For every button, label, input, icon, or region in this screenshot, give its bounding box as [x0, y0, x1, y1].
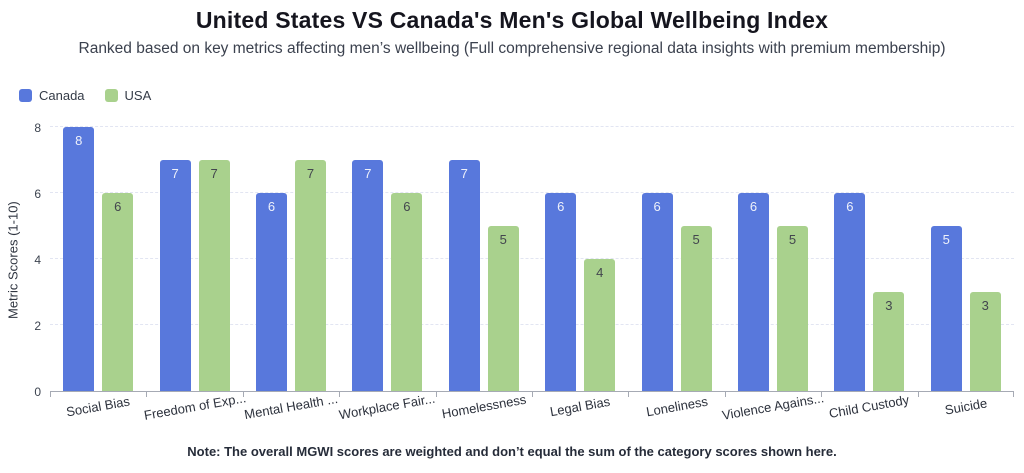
bar-canada-8 [738, 193, 769, 391]
x-tick-mark [339, 391, 341, 397]
legend-item-canada: Canada [19, 88, 85, 103]
x-axis-label-text: Suicide [943, 395, 989, 418]
x-tick-mark [435, 391, 437, 397]
x-tick-mark [532, 391, 533, 397]
y-tick-label-4: 4 [34, 253, 41, 267]
bar-canada-5 [448, 160, 480, 391]
x-axis-label-1: Social Bias [65, 394, 131, 420]
x-axis-label-text: Legal Bias [548, 393, 612, 420]
x-axis-label-4: Workplace Fair... [338, 391, 436, 423]
bar-usa-9 [873, 292, 905, 391]
chart-subtitle: Ranked based on key metrics affecting me… [78, 40, 946, 57]
bar-canada-6 [545, 193, 577, 391]
bar-value-label: 6 [403, 199, 411, 214]
bar-usa-6 [584, 259, 616, 391]
legend-label-canada: Canada [39, 88, 85, 103]
bar-value-label: 6 [846, 199, 854, 214]
x-axis-label-text: Loneliness [644, 393, 709, 420]
gridline-4 [50, 258, 1014, 259]
x-tick-mark [1013, 391, 1014, 397]
bar-usa-5 [487, 226, 519, 391]
x-axis-label-text: Violence Agains... [720, 390, 826, 423]
bar-value-label: 5 [499, 232, 507, 247]
x-axis-label-text: Child Custody [828, 392, 911, 421]
bar-canada-3 [256, 193, 287, 391]
plot-area: 0 2 4 6 8 8 6 Social Bias 7 7 Freedom of Exp... 6 7 M… [34, 121, 1014, 423]
bar-canada-2 [159, 160, 191, 391]
x-axis-label-7: Loneliness [645, 394, 709, 420]
bar-value-label: 5 [942, 232, 950, 247]
x-tick-mark [821, 391, 823, 397]
legend-swatch-canada [19, 89, 32, 102]
bar-value-label: 5 [692, 232, 700, 247]
x-tick-mark [628, 391, 630, 397]
y-tick-label-0: 0 [34, 385, 41, 399]
bar-value-label: 4 [596, 265, 604, 280]
chart-legend: Canada USA [19, 88, 151, 103]
gridline-8 [50, 126, 1014, 127]
bar-canada-10 [930, 226, 962, 391]
x-axis-label-8: Violence Agains... [721, 390, 825, 423]
y-tick-label-2: 2 [34, 319, 41, 333]
bar-usa-3 [295, 160, 326, 391]
legend-label-usa: USA [124, 88, 152, 103]
x-tick-mark [724, 391, 726, 397]
x-axis-label-9: Child Custody [828, 392, 910, 421]
x-axis-label-text: Homelessness [440, 391, 528, 422]
bar-canada-1 [63, 127, 95, 391]
x-axis-label-text: Freedom of Exp... [142, 390, 247, 423]
bar-canada-7 [641, 193, 673, 391]
bar-value-label: 3 [885, 298, 893, 313]
x-tick-mark [146, 391, 148, 397]
x-axis-label-3: Mental Health ... [243, 391, 339, 422]
bar-value-label: 7 [460, 166, 468, 181]
bar-value-label: 7 [210, 166, 218, 181]
gridline-2 [50, 324, 1014, 325]
x-tick-mark [50, 391, 51, 397]
x-tick-mark [917, 391, 919, 397]
bar-value-label: 7 [306, 166, 315, 181]
bar-value-label: 6 [557, 199, 565, 214]
x-axis-label-text: Social Bias [65, 393, 132, 420]
footnote: Note: The overall MGWI scores are weight… [187, 444, 837, 459]
bar-value-label: 6 [114, 199, 122, 214]
x-axis-label-2: Freedom of Exp... [142, 390, 246, 423]
bar-value-label: 6 [653, 199, 661, 214]
x-axis-label-text: Workplace Fair... [338, 390, 437, 423]
bar-usa-4 [391, 193, 423, 391]
chart-title: United States VS Canada's Men's Global W… [195, 7, 829, 33]
x-axis-label-5: Homelessness [441, 392, 528, 422]
bar-value-label: 6 [749, 199, 758, 214]
legend-swatch-usa [104, 89, 118, 102]
y-tick-label-6: 6 [34, 187, 41, 201]
bar-value-label: 7 [364, 166, 372, 181]
bar-canada-9 [834, 193, 866, 391]
x-tick-mark [242, 391, 244, 397]
y-tick-label-8: 8 [34, 121, 41, 135]
y-axis-title: Metric Scores (1-10) [5, 201, 21, 319]
bar-usa-7 [680, 226, 712, 391]
bar-value-label: 3 [981, 298, 989, 313]
x-axis-label-6: Legal Bias [549, 394, 611, 419]
bar-usa-8 [777, 226, 808, 391]
bar-usa-10 [969, 292, 1001, 391]
bar-usa-2 [198, 160, 230, 391]
bar-value-label: 5 [788, 232, 797, 247]
gridline-6 [50, 192, 1014, 193]
bar-value-label: 8 [75, 133, 83, 148]
legend-item-usa: USA [104, 88, 152, 103]
bar-value-label: 6 [267, 199, 276, 214]
x-axis-label-10: Suicide [943, 395, 989, 418]
bar-value-label: 7 [171, 166, 179, 181]
x-axis-label-text: Mental Health ... [243, 390, 339, 423]
bar-usa-1 [102, 193, 134, 391]
bar-canada-4 [352, 160, 384, 391]
